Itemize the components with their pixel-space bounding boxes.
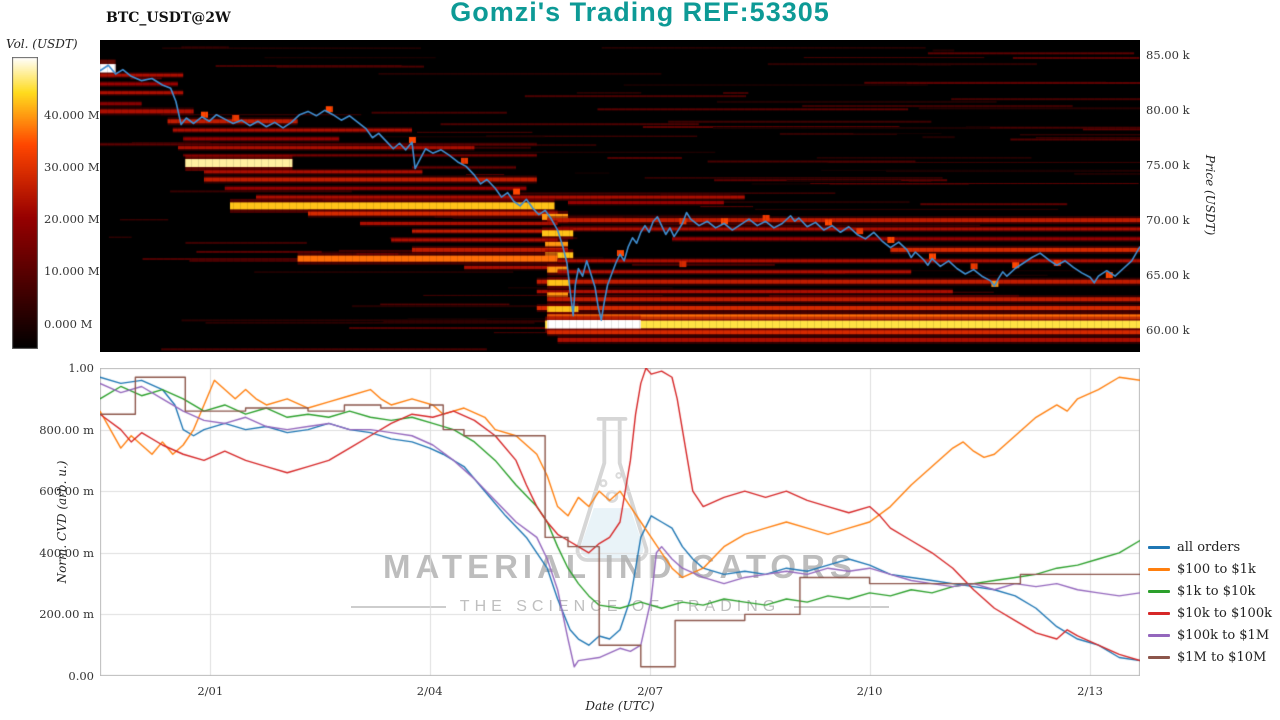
legend-label: $100k to $1M xyxy=(1177,627,1270,643)
legend-swatch xyxy=(1148,567,1170,571)
cvd-xtick: 2/04 xyxy=(416,684,443,698)
cvd-ytick: 200.00 m xyxy=(39,607,94,622)
legend-item: $1M to $10M xyxy=(1148,646,1272,668)
cvd-xtick: 2/13 xyxy=(1077,684,1103,698)
legend-item: all orders xyxy=(1148,536,1272,558)
colorbar-tick: 30.000 M xyxy=(44,159,100,174)
price-tick: 70.00 k xyxy=(1146,213,1190,228)
legend-item: $100 to $1k xyxy=(1148,558,1272,580)
price-tick: 80.00 k xyxy=(1146,103,1190,118)
cvd-x-axis-title: Date (UTC) xyxy=(585,699,655,713)
symbol-label: BTC_USDT@2W xyxy=(106,10,231,26)
legend-item: $1k to $10k xyxy=(1148,580,1272,602)
colorbar-title: Vol. (USDT) xyxy=(6,37,78,51)
legend-item: $10k to $100k xyxy=(1148,602,1272,624)
cvd-ytick: 800.00 m xyxy=(39,422,94,437)
legend: all orders $100 to $1k $1k to $10k $10k … xyxy=(1148,536,1272,668)
price-axis-title: Price (USDT) xyxy=(1203,154,1217,236)
legend-swatch xyxy=(1148,633,1170,637)
legend-swatch xyxy=(1148,589,1170,593)
legend-label: all orders xyxy=(1177,539,1241,555)
legend-item: $100k to $1M xyxy=(1148,624,1272,646)
cvd-ytick: 600.00 m xyxy=(39,484,94,499)
legend-label: $10k to $100k xyxy=(1177,605,1272,621)
legend-swatch xyxy=(1148,655,1170,659)
legend-swatch xyxy=(1148,611,1170,615)
price-tick: 85.00 k xyxy=(1146,48,1190,63)
colorbar-gradient xyxy=(12,57,38,349)
liquidity-heatmap-canvas xyxy=(100,40,1140,352)
cvd-y-axis-title: Norm. CVD (arb. u.) xyxy=(55,460,69,584)
price-tick: 75.00 k xyxy=(1146,158,1190,173)
legend-label: $1M to $10M xyxy=(1177,649,1267,665)
legend-swatch xyxy=(1148,545,1170,549)
chart-title: Gomzi's Trading REF:53305 xyxy=(450,0,830,27)
cvd-xtick: 2/01 xyxy=(197,684,224,698)
legend-label: $100 to $1k xyxy=(1177,561,1256,577)
colorbar-tick: 0.000 M xyxy=(44,316,93,331)
colorbar-tick: 10.000 M xyxy=(44,264,100,279)
price-tick: 60.00 k xyxy=(1146,323,1190,338)
colorbar-tick: 40.000 M xyxy=(44,107,100,122)
legend-label: $1k to $10k xyxy=(1177,583,1256,599)
cvd-ytick: 400.00 m xyxy=(39,545,94,560)
price-tick: 65.00 k xyxy=(1146,268,1190,283)
cvd-xtick: 2/07 xyxy=(637,684,664,698)
cvd-chart-canvas xyxy=(100,368,1140,676)
cvd-ytick: 0.00 xyxy=(68,669,94,683)
cvd-xtick: 2/10 xyxy=(856,684,883,698)
colorbar-tick: 20.000 M xyxy=(44,212,100,227)
cvd-ytick: 1.00 xyxy=(68,361,94,375)
